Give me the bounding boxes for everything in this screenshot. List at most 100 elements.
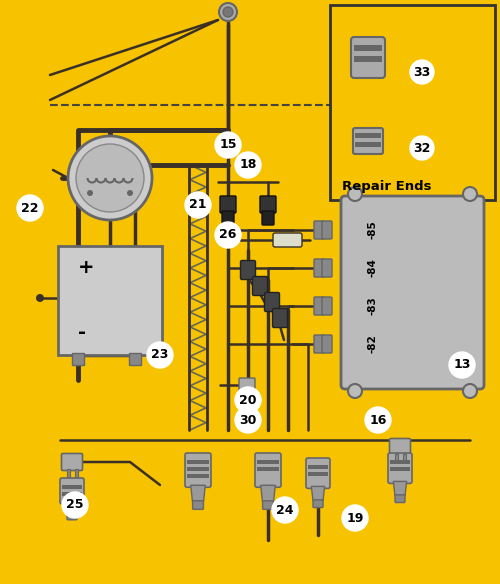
FancyBboxPatch shape <box>351 37 385 78</box>
Text: -84: -84 <box>368 259 378 277</box>
FancyBboxPatch shape <box>390 439 410 456</box>
Circle shape <box>17 195 43 221</box>
Bar <box>330 5 495 200</box>
FancyBboxPatch shape <box>260 196 276 213</box>
FancyBboxPatch shape <box>341 196 484 389</box>
FancyBboxPatch shape <box>262 211 274 225</box>
Text: 32: 32 <box>414 141 430 155</box>
Text: 22: 22 <box>21 201 39 214</box>
Text: 25: 25 <box>66 499 84 512</box>
Circle shape <box>272 497 298 523</box>
FancyBboxPatch shape <box>185 453 211 487</box>
FancyBboxPatch shape <box>60 478 84 504</box>
Bar <box>308 465 328 469</box>
Bar <box>402 454 406 462</box>
Bar <box>394 454 398 462</box>
FancyBboxPatch shape <box>314 335 324 353</box>
Polygon shape <box>312 486 324 501</box>
FancyBboxPatch shape <box>314 297 324 315</box>
FancyBboxPatch shape <box>192 500 203 509</box>
Text: 21: 21 <box>189 199 207 211</box>
Circle shape <box>185 192 211 218</box>
Circle shape <box>410 136 434 160</box>
Bar <box>308 472 328 476</box>
Circle shape <box>147 342 173 368</box>
Text: Repair Ends: Repair Ends <box>342 180 432 193</box>
Bar <box>74 469 78 477</box>
Text: 20: 20 <box>240 394 257 406</box>
Bar <box>129 353 141 365</box>
Bar <box>355 133 381 138</box>
Circle shape <box>365 407 391 433</box>
Bar <box>66 469 70 477</box>
FancyBboxPatch shape <box>264 293 280 311</box>
Circle shape <box>235 387 261 413</box>
Text: 18: 18 <box>240 158 256 172</box>
FancyBboxPatch shape <box>252 276 268 296</box>
Circle shape <box>348 187 362 201</box>
Circle shape <box>68 136 152 220</box>
FancyBboxPatch shape <box>353 128 383 154</box>
FancyBboxPatch shape <box>272 308 287 328</box>
FancyBboxPatch shape <box>58 246 162 355</box>
Text: 16: 16 <box>370 413 386 426</box>
FancyBboxPatch shape <box>322 335 332 353</box>
Text: 19: 19 <box>346 512 364 524</box>
FancyBboxPatch shape <box>239 378 255 392</box>
Bar <box>390 460 410 464</box>
Bar <box>62 485 82 489</box>
Text: 26: 26 <box>220 228 236 242</box>
Text: 24: 24 <box>276 503 294 516</box>
FancyBboxPatch shape <box>262 500 274 509</box>
FancyBboxPatch shape <box>62 454 82 471</box>
FancyBboxPatch shape <box>240 260 256 280</box>
Bar <box>390 467 410 471</box>
Circle shape <box>410 60 434 84</box>
Polygon shape <box>260 485 276 502</box>
Circle shape <box>215 222 241 248</box>
Circle shape <box>235 407 261 433</box>
Circle shape <box>215 132 241 158</box>
FancyBboxPatch shape <box>314 259 324 277</box>
Polygon shape <box>66 502 78 514</box>
FancyBboxPatch shape <box>322 221 332 239</box>
Circle shape <box>62 492 88 518</box>
Text: -85: -85 <box>368 221 378 239</box>
FancyBboxPatch shape <box>388 453 412 484</box>
FancyBboxPatch shape <box>322 297 332 315</box>
Circle shape <box>463 187 477 201</box>
Polygon shape <box>190 485 206 502</box>
Circle shape <box>87 190 93 196</box>
FancyBboxPatch shape <box>314 221 324 239</box>
Circle shape <box>76 144 144 212</box>
Bar <box>257 467 279 471</box>
Text: -83: -83 <box>368 297 378 315</box>
Circle shape <box>348 384 362 398</box>
Text: 13: 13 <box>454 359 470 371</box>
Circle shape <box>342 505 368 531</box>
FancyBboxPatch shape <box>395 495 405 503</box>
Bar <box>257 460 279 464</box>
FancyBboxPatch shape <box>306 458 330 488</box>
Bar <box>354 56 382 62</box>
Bar <box>187 467 209 471</box>
FancyBboxPatch shape <box>222 211 234 225</box>
FancyBboxPatch shape <box>313 500 323 507</box>
Circle shape <box>127 190 133 196</box>
Text: 23: 23 <box>152 349 168 361</box>
Circle shape <box>235 152 261 178</box>
Text: +: + <box>78 258 94 277</box>
FancyBboxPatch shape <box>220 196 236 213</box>
Bar <box>187 460 209 464</box>
Text: -82: -82 <box>368 335 378 353</box>
Text: 33: 33 <box>414 65 430 78</box>
Text: 30: 30 <box>240 413 256 426</box>
Bar <box>355 142 381 147</box>
Circle shape <box>449 352 475 378</box>
Circle shape <box>223 7 233 17</box>
FancyBboxPatch shape <box>322 259 332 277</box>
Polygon shape <box>394 481 406 496</box>
Circle shape <box>463 384 477 398</box>
Circle shape <box>36 294 44 302</box>
Bar <box>187 474 209 478</box>
